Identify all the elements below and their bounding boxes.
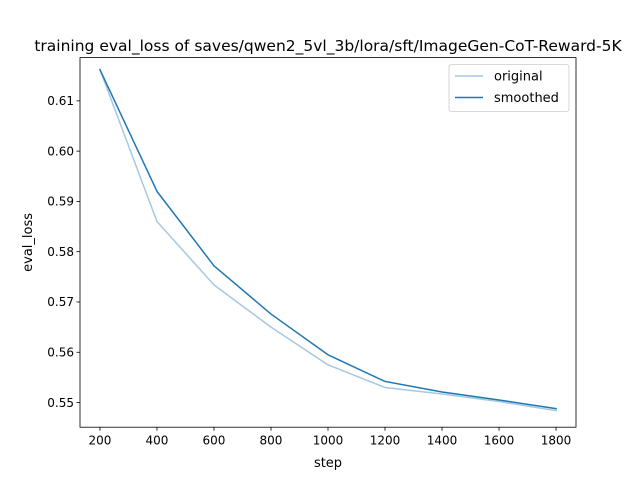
y-tick-label: 0.55 bbox=[47, 396, 74, 410]
legend-label-smoothed: smoothed bbox=[494, 91, 559, 106]
y-tick-label: 0.60 bbox=[47, 144, 74, 158]
x-tick-label: 600 bbox=[203, 434, 226, 448]
x-tick-label: 1600 bbox=[484, 434, 515, 448]
x-tick-label: 1400 bbox=[427, 434, 458, 448]
x-tick-label: 400 bbox=[146, 434, 169, 448]
x-axis-label: step bbox=[314, 456, 342, 471]
x-tick-label: 1000 bbox=[313, 434, 344, 448]
series-line-original bbox=[98, 68, 557, 412]
y-tick-label: 0.61 bbox=[47, 94, 74, 108]
x-tick-label: 1800 bbox=[541, 434, 572, 448]
x-tick-label: 1200 bbox=[370, 434, 401, 448]
y-tick-label: 0.58 bbox=[47, 245, 74, 259]
chart-title: training eval_loss of saves/qwen2_5vl_3b… bbox=[34, 37, 622, 56]
series-line-smoothed bbox=[98, 68, 557, 410]
y-axis-label: eval_loss bbox=[21, 213, 36, 272]
y-tick-label: 0.56 bbox=[47, 345, 74, 359]
y-tick-label: 0.59 bbox=[47, 195, 74, 209]
plot-area bbox=[98, 68, 557, 412]
legend-label-original: original bbox=[494, 70, 543, 85]
x-tick-label: 200 bbox=[89, 434, 112, 448]
y-tick-label: 0.57 bbox=[47, 295, 74, 309]
x-tick-label: 800 bbox=[260, 434, 283, 448]
axis-ticks: 200 400 600 800 1000 1200 1400 1600 1800 0.55 0.56… bbox=[47, 94, 571, 448]
legend: original smoothed bbox=[448, 64, 570, 112]
